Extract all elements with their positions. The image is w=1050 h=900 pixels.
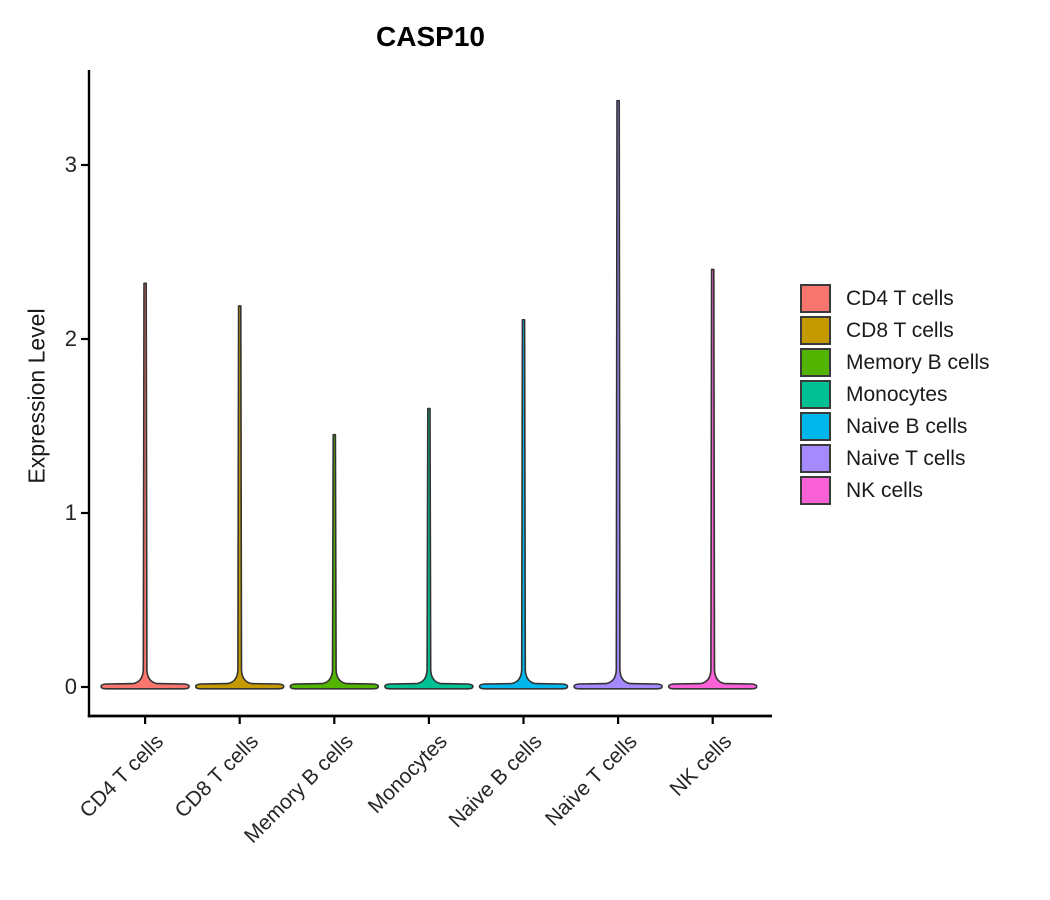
- legend-label: Monocytes: [846, 382, 948, 406]
- legend-swatch-icon: [800, 380, 831, 409]
- legend-swatch-icon: [800, 412, 831, 441]
- violin-cd4-t-cells: [100, 282, 190, 690]
- legend-label: CD8 T cells: [846, 318, 954, 342]
- legend-label: Naive T cells: [846, 446, 966, 470]
- legend-swatch-icon: [800, 284, 831, 313]
- violin-nk-cells: [667, 268, 758, 690]
- legend-label: CD4 T cells: [846, 286, 954, 310]
- legend-label: Naive B cells: [846, 414, 968, 438]
- legend-item-memory-b-cells: Memory B cells: [800, 348, 990, 377]
- y-tick-label-2: 2: [64, 326, 77, 351]
- legend-item-naive-t-cells: Naive T cells: [800, 444, 990, 473]
- y-tick-label-3: 3: [64, 152, 77, 177]
- chart-title: CASP10: [376, 21, 485, 52]
- legend-swatch-icon: [800, 476, 831, 505]
- y-tick-label-1: 1: [64, 500, 77, 525]
- legend-label: Memory B cells: [846, 350, 990, 374]
- legend-swatch-icon: [800, 444, 831, 473]
- legend-swatch-icon: [800, 348, 831, 377]
- violin-memory-b-cells: [289, 433, 380, 690]
- legend-swatch-icon: [800, 316, 831, 345]
- violin-cd8-t-cells: [194, 305, 285, 690]
- violin-naive-b-cells: [478, 319, 569, 690]
- legend-item-naive-b-cells: Naive B cells: [800, 412, 990, 441]
- legend-item-cd8-t-cells: CD8 T cells: [800, 316, 990, 345]
- legend-item-cd4-t-cells: CD4 T cells: [800, 284, 990, 313]
- legend-item-nk-cells: NK cells: [800, 476, 990, 505]
- y-tick-label-0: 0: [64, 674, 77, 699]
- violin-naive-t-cells: [573, 99, 663, 690]
- violin-monocytes: [384, 407, 474, 690]
- legend-item-monocytes: Monocytes: [800, 380, 990, 409]
- legend-label: NK cells: [846, 478, 924, 502]
- legend: CD4 T cells CD8 T cells Memory B cells Mono…: [800, 284, 990, 505]
